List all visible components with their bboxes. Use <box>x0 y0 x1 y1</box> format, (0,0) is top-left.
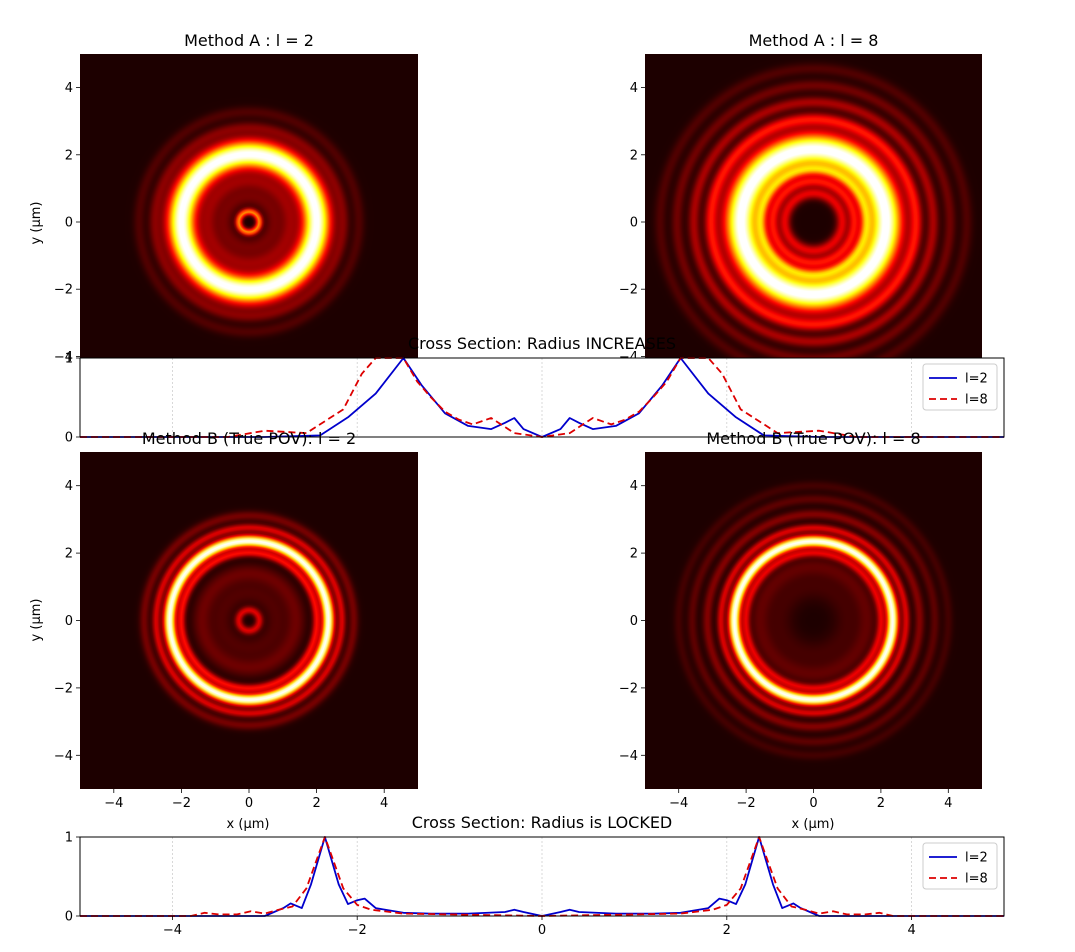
x-axis-label-right: x (µm) <box>792 817 835 832</box>
x-tick-label: −4 <box>163 923 182 938</box>
y-tick-label: 0 <box>630 614 638 629</box>
y-tick-label: 0 <box>65 431 73 446</box>
legend-label: l=8 <box>965 872 988 887</box>
plot-title: Cross Section: Radius is LOCKED <box>412 813 673 832</box>
plot-title: Method A : l = 8 <box>749 31 879 50</box>
intensity-map <box>80 54 418 390</box>
y-tick-label: 2 <box>65 148 73 163</box>
x-tick-label: −2 <box>172 796 191 811</box>
x-tick-label: 0 <box>809 796 817 811</box>
x-tick-label: 4 <box>380 796 388 811</box>
x-tick-label: 4 <box>907 923 915 938</box>
y-tick-label: 4 <box>630 81 638 96</box>
plot-area <box>80 837 1004 916</box>
y-tick-label: 2 <box>65 547 73 562</box>
y-axis-label-top: y (µm) <box>29 202 44 245</box>
x-tick-label: −4 <box>104 796 123 811</box>
y-tick-label: −2 <box>54 283 73 298</box>
plot-title: Method B (True POV): l = 2 <box>142 429 356 448</box>
x-axis-label-left: x (µm) <box>227 817 270 832</box>
x-tick-label: −2 <box>348 923 367 938</box>
y-tick-label: 2 <box>630 547 638 562</box>
y-tick-label: 1 <box>65 352 73 367</box>
y-tick-label: −2 <box>619 681 638 696</box>
intensity-map <box>645 452 982 789</box>
x-tick-label: 0 <box>538 923 546 938</box>
y-tick-label: −2 <box>54 681 73 696</box>
plot-title: Cross Section: Radius INCREASES <box>408 334 676 353</box>
y-tick-label: −4 <box>54 350 73 365</box>
intensity-map <box>645 54 982 390</box>
x-tick-label: 2 <box>312 796 320 811</box>
y-tick-label: 4 <box>65 81 73 96</box>
y-tick-label: 4 <box>65 479 73 494</box>
x-tick-label: 4 <box>944 796 952 811</box>
x-tick-label: 2 <box>877 796 885 811</box>
y-tick-label: 0 <box>65 614 73 629</box>
y-axis-label-bottom: y (µm) <box>29 599 44 642</box>
x-tick-label: −4 <box>669 796 688 811</box>
plot-frame <box>79 357 1005 438</box>
plot-title: Method A : l = 2 <box>184 31 314 50</box>
y-tick-label: 0 <box>65 910 73 925</box>
y-tick-label: 0 <box>65 216 73 231</box>
x-tick-label: −2 <box>737 796 756 811</box>
legend-label: l=2 <box>965 851 988 866</box>
plot-title: Method B (True POV): l = 8 <box>706 429 920 448</box>
x-tick-label: 2 <box>723 923 731 938</box>
y-tick-label: 0 <box>630 216 638 231</box>
plot-area <box>80 358 1004 437</box>
legend-label: l=8 <box>965 393 988 408</box>
y-tick-label: −4 <box>54 749 73 764</box>
legend-label: l=2 <box>965 372 988 387</box>
y-tick-label: −4 <box>619 749 638 764</box>
y-tick-label: 4 <box>630 479 638 494</box>
intensity-map <box>80 452 418 789</box>
x-tick-label: 0 <box>245 796 253 811</box>
y-tick-label: 2 <box>630 148 638 163</box>
y-tick-label: −2 <box>619 283 638 298</box>
y-tick-label: 1 <box>65 831 73 846</box>
